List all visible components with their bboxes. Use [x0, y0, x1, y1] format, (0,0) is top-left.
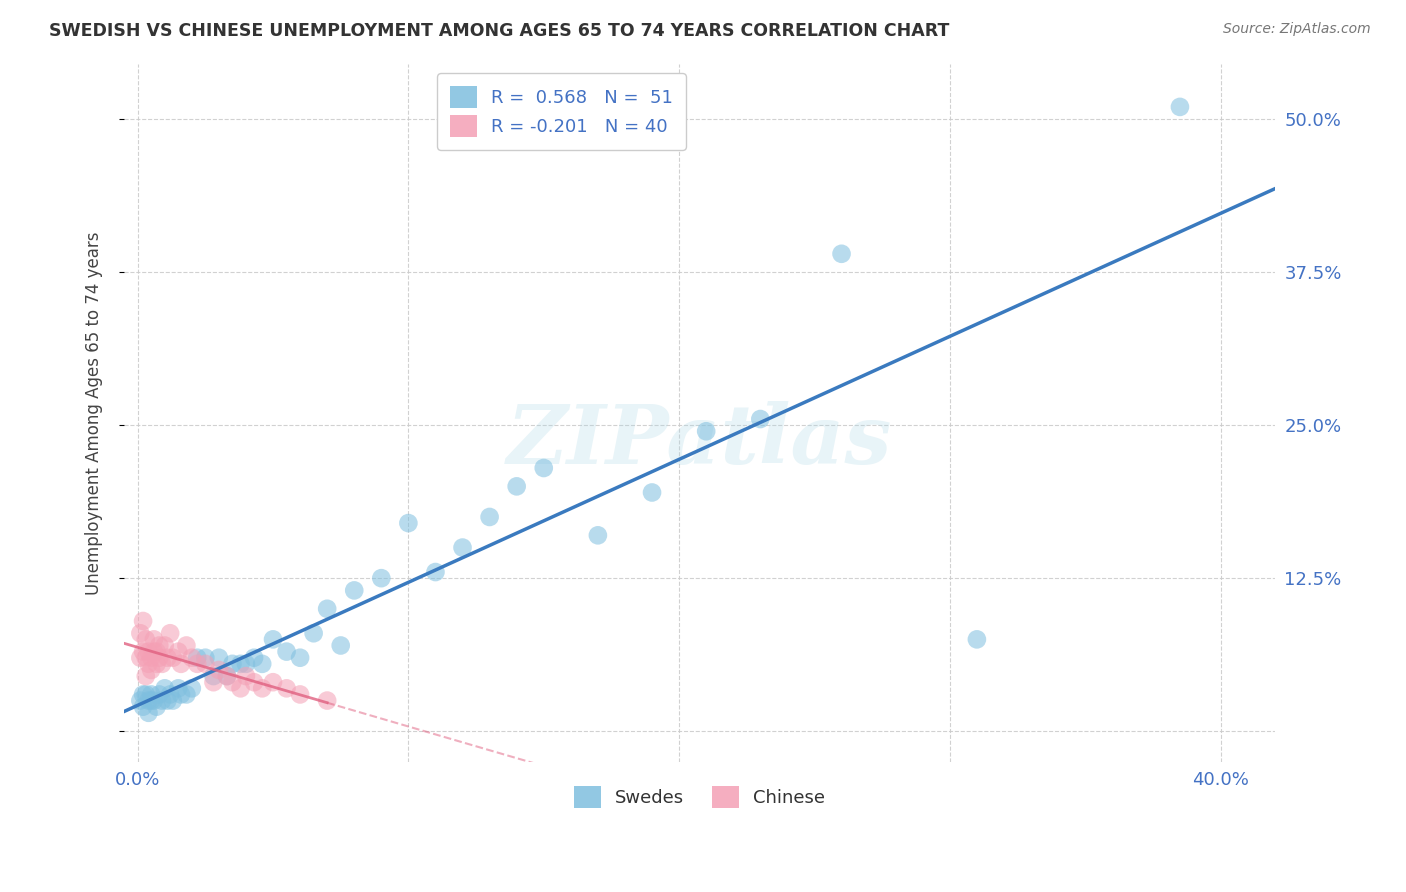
Point	[145, 645, 167, 659]
Point	[153, 639, 176, 653]
Point	[138, 645, 160, 659]
Point	[250, 681, 273, 696]
Point	[135, 688, 157, 702]
Point	[129, 693, 152, 707]
Point	[749, 412, 772, 426]
Point	[132, 688, 155, 702]
Point	[135, 650, 157, 665]
Point	[215, 669, 238, 683]
Point	[141, 693, 163, 707]
Point	[229, 681, 252, 696]
Point	[138, 657, 160, 671]
Point	[221, 657, 243, 671]
Point	[235, 669, 257, 683]
Point	[135, 632, 157, 647]
Point	[156, 693, 179, 707]
Point	[243, 675, 266, 690]
Point	[148, 639, 170, 653]
Point	[276, 645, 298, 659]
Point	[141, 688, 163, 702]
Point	[135, 669, 157, 683]
Point	[302, 626, 325, 640]
Y-axis label: Unemployment Among Ages 65 to 74 years: Unemployment Among Ages 65 to 74 years	[86, 231, 103, 595]
Point	[129, 650, 152, 665]
Point	[145, 699, 167, 714]
Point	[162, 650, 184, 665]
Point	[831, 247, 853, 261]
Point	[235, 657, 257, 671]
Point	[132, 699, 155, 714]
Point	[396, 516, 419, 530]
Point	[156, 650, 179, 665]
Point	[288, 688, 311, 702]
Point	[186, 650, 208, 665]
Point	[316, 601, 339, 615]
Point	[167, 681, 190, 696]
Point	[221, 675, 243, 690]
Point	[159, 688, 181, 702]
Point	[150, 693, 173, 707]
Point	[250, 657, 273, 671]
Point	[276, 681, 298, 696]
Point	[170, 688, 193, 702]
Point	[586, 528, 609, 542]
Legend: Swedes, Chinese: Swedes, Chinese	[567, 779, 832, 815]
Point	[215, 669, 238, 683]
Point	[641, 485, 664, 500]
Point	[167, 645, 190, 659]
Point	[505, 479, 527, 493]
Point	[262, 632, 284, 647]
Point	[288, 650, 311, 665]
Point	[1168, 100, 1191, 114]
Point	[153, 681, 176, 696]
Point	[451, 541, 474, 555]
Point	[141, 663, 163, 677]
Point	[138, 706, 160, 720]
Point	[145, 657, 167, 671]
Point	[150, 657, 173, 671]
Point	[176, 688, 198, 702]
Point	[141, 650, 163, 665]
Point	[343, 583, 366, 598]
Point	[159, 626, 181, 640]
Text: ZIPatlas: ZIPatlas	[506, 401, 893, 481]
Point	[370, 571, 392, 585]
Point	[966, 632, 988, 647]
Point	[478, 510, 501, 524]
Point	[533, 461, 555, 475]
Point	[129, 626, 152, 640]
Point	[262, 675, 284, 690]
Point	[180, 681, 202, 696]
Point	[180, 650, 202, 665]
Point	[208, 650, 231, 665]
Point	[202, 675, 225, 690]
Point	[142, 693, 165, 707]
Point	[229, 657, 252, 671]
Point	[132, 614, 155, 628]
Point	[695, 424, 717, 438]
Text: SWEDISH VS CHINESE UNEMPLOYMENT AMONG AGES 65 TO 74 YEARS CORRELATION CHART: SWEDISH VS CHINESE UNEMPLOYMENT AMONG AG…	[49, 22, 949, 40]
Point	[243, 650, 266, 665]
Point	[202, 669, 225, 683]
Point	[148, 650, 170, 665]
Point	[148, 688, 170, 702]
Point	[186, 657, 208, 671]
Point	[425, 565, 447, 579]
Point	[142, 632, 165, 647]
Point	[316, 693, 339, 707]
Point	[142, 645, 165, 659]
Text: Source: ZipAtlas.com: Source: ZipAtlas.com	[1223, 22, 1371, 37]
Point	[208, 663, 231, 677]
Point	[329, 639, 352, 653]
Point	[194, 657, 217, 671]
Point	[132, 645, 155, 659]
Point	[138, 693, 160, 707]
Point	[162, 693, 184, 707]
Point	[170, 657, 193, 671]
Point	[176, 639, 198, 653]
Point	[194, 650, 217, 665]
